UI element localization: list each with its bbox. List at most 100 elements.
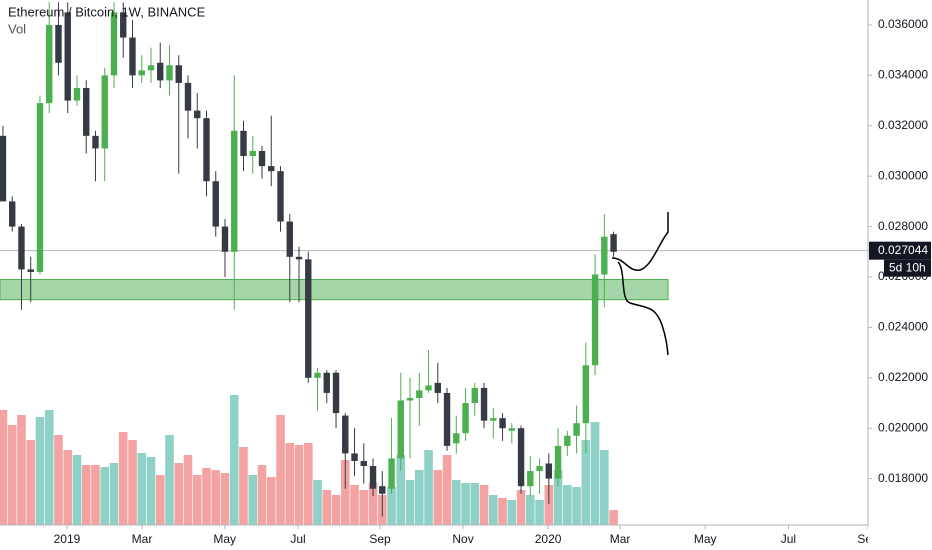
candle-body [554, 445, 562, 479]
y-tick-label: 0.024000 [878, 320, 928, 334]
candle-body [175, 65, 182, 83]
candle-body [55, 24, 62, 63]
volume-bar [553, 470, 563, 525]
candle-body [138, 70, 145, 76]
candle-body [332, 372, 340, 414]
drawing-curve [617, 261, 669, 356]
candle-body [388, 458, 395, 489]
volume-bar [137, 453, 147, 525]
volume-bar [442, 455, 452, 525]
candle-body [221, 226, 229, 252]
volume-bar [155, 475, 165, 525]
candle-body [268, 166, 275, 172]
volume-bar [322, 490, 332, 525]
candle-body [27, 269, 34, 272]
y-tick-label: 0.030000 [878, 168, 928, 182]
candle-body [9, 201, 16, 227]
volume-bar [303, 443, 313, 525]
candle-body [462, 403, 469, 434]
volume-bar [572, 487, 581, 525]
y-tick-label: 0.022000 [878, 370, 928, 384]
candle-body [110, 12, 118, 76]
x-tick-label: Jul [290, 532, 305, 546]
candle-body [517, 428, 525, 487]
volume-bar [63, 450, 73, 525]
volume-label: Vol [8, 21, 26, 36]
volume-bar [590, 422, 600, 525]
volume-bar [17, 415, 26, 525]
volume-bar [350, 485, 359, 525]
volume-bar [405, 480, 415, 525]
volume-bar [535, 500, 544, 525]
candle-body [231, 130, 238, 252]
x-tick-label: Mar [132, 532, 153, 546]
candle-body [157, 62, 164, 81]
candle-body [591, 274, 599, 366]
volume-bar [192, 475, 202, 525]
candle-body [184, 82, 192, 111]
candle-body [323, 372, 330, 393]
candle-body [120, 12, 127, 38]
candle-body [0, 135, 7, 202]
candle-body [194, 110, 201, 119]
x-tick-label: Mar [610, 532, 631, 546]
volume-bar [461, 483, 470, 525]
candle-body [46, 24, 53, 104]
volume-bar [54, 435, 63, 525]
volume-bar [174, 463, 184, 525]
y-tick-label: 0.034000 [878, 68, 928, 82]
volume-bar [600, 450, 609, 525]
volume-bar [331, 495, 341, 525]
candle-body [360, 460, 367, 467]
volume-bar [563, 485, 572, 525]
candle-body [499, 418, 506, 429]
y-tick-label: 0.028000 [878, 219, 928, 233]
x-tick-label: Nov [452, 532, 473, 546]
volume-bar [507, 500, 517, 525]
axis-corner [868, 526, 932, 550]
volume-bar [257, 465, 267, 525]
volume-bar [516, 490, 526, 525]
candle-body [582, 365, 590, 424]
volume-bar [72, 455, 82, 525]
volume-bar [81, 465, 91, 525]
volume-bar [276, 415, 285, 525]
y-tick-label: 0.036000 [878, 17, 928, 31]
candle-body [36, 103, 44, 272]
volume-bar [26, 440, 36, 525]
y-tick-label: 0.018000 [878, 471, 928, 485]
volume-bar [424, 450, 433, 525]
volume-bar [7, 425, 17, 525]
volume-bar [414, 470, 424, 525]
candle-body [18, 226, 25, 270]
candle-body [545, 463, 553, 479]
volume-bar [396, 455, 406, 525]
candle-body [564, 435, 571, 446]
volume-bar [313, 480, 322, 525]
candle-body [369, 466, 377, 489]
candle-body [305, 259, 312, 378]
candle-body [601, 236, 608, 275]
candle-body [508, 428, 516, 431]
volume-bar [248, 475, 258, 525]
x-tick-label: May [213, 532, 236, 546]
volume-bar [183, 455, 193, 525]
candle-body [397, 400, 404, 459]
candle-body [490, 418, 497, 421]
candle-body [101, 75, 108, 149]
volume-bar [285, 443, 295, 525]
x-tick-label: May [694, 532, 717, 546]
volume-bar [229, 395, 239, 525]
volume-bar [470, 483, 480, 525]
candle-body [443, 392, 451, 446]
volume-bar [109, 463, 119, 525]
volume-bar [359, 490, 369, 525]
candle-body [314, 372, 321, 378]
candle-body [129, 37, 136, 76]
volume-bar [165, 435, 174, 525]
candle-body [73, 87, 81, 101]
plot-area [0, 2, 868, 525]
volume-bar [294, 445, 304, 525]
